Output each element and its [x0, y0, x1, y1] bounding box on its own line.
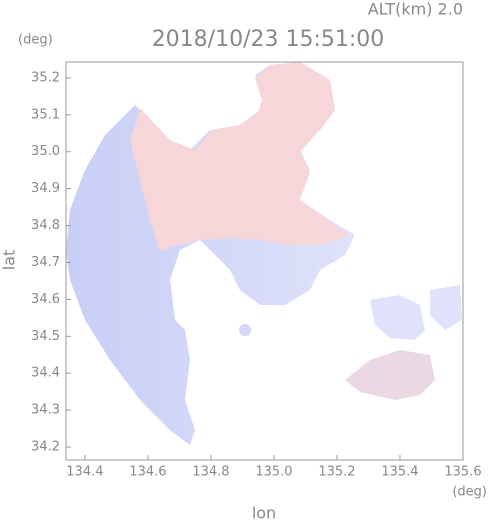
x-tick-label: 135.2 — [318, 465, 355, 480]
y-tick-label: 35.0 — [31, 144, 60, 159]
chart-title: 2018/10/23 15:51:00 — [152, 27, 385, 52]
y-tick-label: 34.5 — [31, 329, 60, 344]
x-tick-label: 134.4 — [66, 465, 103, 480]
y-tick-label: 35.2 — [31, 70, 60, 85]
x-unit: (deg) — [452, 485, 487, 500]
radar-echo — [66, 62, 462, 445]
y-tick-label: 34.6 — [31, 292, 60, 307]
y-unit: (deg) — [18, 33, 53, 48]
y-tick-label: 34.9 — [31, 181, 60, 196]
y-axis-title: lat — [0, 250, 19, 271]
x-tick-label: 135.4 — [381, 465, 418, 480]
x-tick-label: 134.6 — [129, 465, 166, 480]
header: ALT(km) 2.0 — [368, 0, 463, 19]
y-tick-label: 34.8 — [31, 218, 60, 233]
y-tick-label: 34.7 — [31, 255, 60, 270]
plot-frame — [65, 61, 464, 461]
y-tick-label: 34.4 — [31, 366, 60, 381]
y-tick-label: 35.1 — [31, 107, 60, 122]
x-tick-label: 135.0 — [255, 465, 292, 480]
x-axis-title: lon — [252, 504, 276, 521]
x-tick-label: 135.6 — [444, 465, 481, 480]
x-tick-label: 134.8 — [192, 465, 229, 480]
y-tick-label: 34.3 — [31, 403, 60, 418]
y-tick-label: 34.2 — [31, 440, 60, 455]
